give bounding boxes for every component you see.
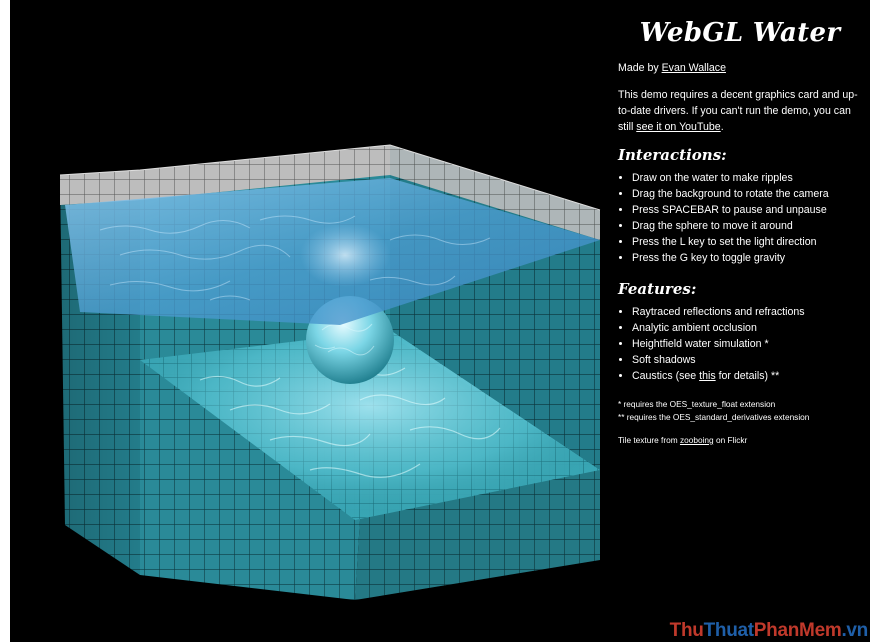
watermark-part: Thuat: [703, 620, 755, 641]
feature-item: Analytic ambient occlusion: [632, 320, 862, 336]
watermark: ThuThuatPhanMem.vn: [669, 620, 869, 642]
intro-text: This demo requires a decent graphics car…: [618, 87, 862, 135]
texture-credit: Tile texture from zooboing on Flickr: [618, 434, 862, 447]
made-by-label: Made by: [618, 62, 659, 74]
feature-item: Heightfield water simulation *: [632, 336, 862, 352]
interaction-item: Drag the background to rotate the camera: [632, 186, 862, 202]
intro-end: .: [720, 121, 724, 133]
footnote-derivatives: ** requires the OES_standard_derivatives…: [618, 412, 810, 422]
zooboing-link[interactable]: zooboing: [679, 435, 714, 445]
watermark-part: .vn: [841, 620, 868, 641]
features-list: Raytraced reflections and refractions An…: [618, 304, 862, 384]
caustics-details-link[interactable]: this: [699, 370, 716, 382]
credit-pre: Tile texture from: [618, 435, 678, 445]
interaction-item: Drag the sphere to move it around: [632, 218, 862, 234]
watermark-part: PhanMem: [753, 620, 842, 641]
interactions-heading: Interactions:: [618, 146, 727, 164]
credit-post: on Flickr: [715, 435, 748, 445]
author-line: Made by Evan Wallace: [618, 60, 862, 76]
interaction-item: Draw on the water to make ripples: [632, 170, 862, 186]
interaction-item: Press SPACEBAR to pause and unpause: [632, 202, 862, 218]
footnote-float: * requires the OES_texture_float extensi…: [618, 399, 776, 409]
feature-item: Soft shadows: [632, 352, 862, 368]
feature-item: Raytraced reflections and refractions: [632, 304, 862, 320]
youtube-link[interactable]: see it on YouTube: [636, 121, 721, 133]
author-link[interactable]: Evan Wallace: [661, 62, 726, 74]
interaction-item: Press the L key to set the light directi…: [632, 234, 862, 250]
interaction-item: Press the G key to toggle gravity: [632, 250, 862, 266]
caustics-pre: Caustics (see: [632, 370, 697, 382]
webgl-water-page: WebGL Water Made by Evan Wallace This de…: [10, 0, 870, 642]
intro-body: This demo requires a decent graphics car…: [618, 89, 858, 133]
feature-item-caustics: Caustics (see this for details) **: [632, 368, 862, 384]
info-panel: WebGL Water Made by Evan Wallace This de…: [618, 18, 862, 447]
water-pool-canvas[interactable]: [10, 0, 610, 642]
interactions-list: Draw on the water to make ripples Drag t…: [618, 170, 862, 266]
features-heading: Features:: [618, 280, 697, 298]
watermark-part: Thu: [669, 620, 704, 641]
page-title: WebGL Water: [639, 18, 841, 48]
caustics-post: for details) **: [718, 370, 780, 382]
